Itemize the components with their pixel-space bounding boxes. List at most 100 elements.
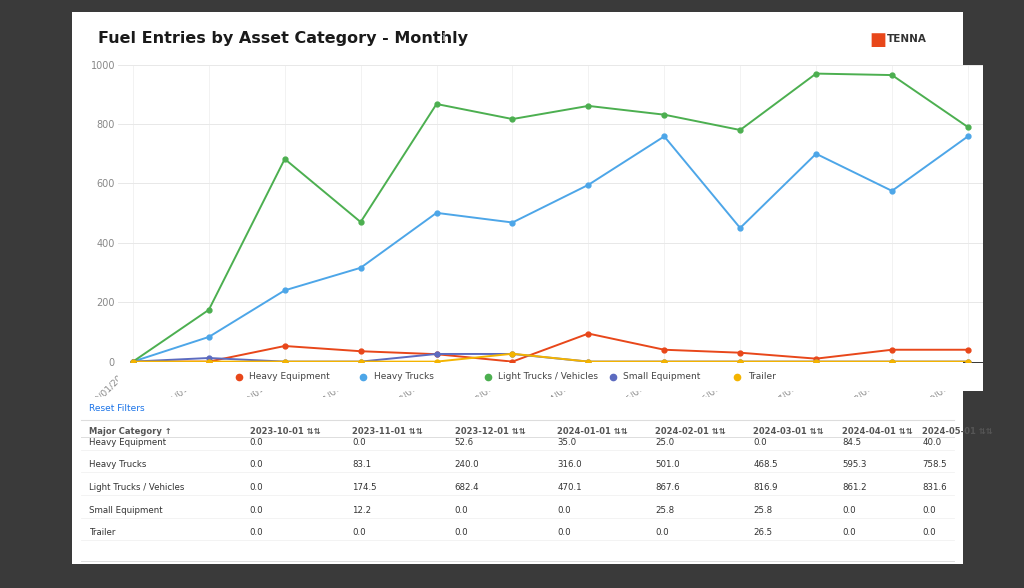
Small Equipment <box>127 358 139 365</box>
Text: 0.0: 0.0 <box>250 528 263 537</box>
Text: Heavy Trucks: Heavy Trucks <box>89 460 146 469</box>
Trailer <box>810 358 822 365</box>
Text: 2024-03-01 ⇅⇅: 2024-03-01 ⇅⇅ <box>754 427 824 436</box>
Heavy Trucks <box>203 333 215 340</box>
Text: 84.5: 84.5 <box>843 437 861 447</box>
Small Equipment <box>583 358 595 365</box>
Small Equipment <box>506 350 518 358</box>
Trailer <box>430 358 442 365</box>
Heavy Trucks <box>734 225 746 232</box>
Text: 174.5: 174.5 <box>352 483 377 492</box>
Text: 2024-02-01 ⇅⇅: 2024-02-01 ⇅⇅ <box>655 427 726 436</box>
Heavy Trucks <box>583 181 595 188</box>
Text: 0.0: 0.0 <box>923 528 936 537</box>
Text: 861.2: 861.2 <box>843 483 867 492</box>
Light Trucks / Vehicles <box>810 70 822 77</box>
Text: 52.6: 52.6 <box>455 437 474 447</box>
Text: 0.0: 0.0 <box>655 528 669 537</box>
Trailer <box>658 358 671 365</box>
Heavy Trucks <box>886 188 898 195</box>
Heavy Trucks <box>658 133 671 140</box>
Text: Heavy Equipment: Heavy Equipment <box>89 437 167 447</box>
Trailer <box>203 358 215 365</box>
Heavy Trucks <box>962 133 974 140</box>
Text: 35.0: 35.0 <box>557 437 577 447</box>
Text: TENNA: TENNA <box>887 34 927 44</box>
Heavy Equipment <box>279 342 291 349</box>
Light Trucks / Vehicles <box>734 126 746 133</box>
Small Equipment <box>734 358 746 365</box>
Text: ℹ: ℹ <box>441 33 445 43</box>
Heavy Equipment <box>203 358 215 365</box>
Text: 595.3: 595.3 <box>843 460 866 469</box>
Heavy Equipment <box>127 358 139 365</box>
Text: Light Trucks / Vehicles: Light Trucks / Vehicles <box>499 372 598 382</box>
Text: Reset Filters: Reset Filters <box>89 403 145 413</box>
Text: 867.6: 867.6 <box>655 483 680 492</box>
Small Equipment <box>658 358 671 365</box>
Text: 0.0: 0.0 <box>250 506 263 514</box>
Text: 0.0: 0.0 <box>455 528 468 537</box>
Text: 0.0: 0.0 <box>557 528 570 537</box>
Text: 240.0: 240.0 <box>455 460 479 469</box>
Text: 2024-05-01 ⇅⇅: 2024-05-01 ⇅⇅ <box>923 427 993 436</box>
Text: 12.2: 12.2 <box>352 506 372 514</box>
Text: 26.5: 26.5 <box>754 528 772 537</box>
Text: Trailer: Trailer <box>89 528 116 537</box>
Small Equipment <box>962 358 974 365</box>
Trailer <box>354 358 367 365</box>
Small Equipment <box>279 358 291 365</box>
Light Trucks / Vehicles <box>279 155 291 162</box>
Small Equipment <box>886 358 898 365</box>
Text: 0.0: 0.0 <box>250 483 263 492</box>
Heavy Trucks <box>354 264 367 271</box>
Small Equipment <box>354 358 367 365</box>
Text: 0.0: 0.0 <box>843 528 856 537</box>
Text: 758.5: 758.5 <box>923 460 947 469</box>
Trailer <box>127 358 139 365</box>
Text: 0.0: 0.0 <box>250 437 263 447</box>
Text: 316.0: 316.0 <box>557 460 582 469</box>
Heavy Trucks <box>506 219 518 226</box>
Line: Light Trucks / Vehicles: Light Trucks / Vehicles <box>130 71 971 364</box>
Text: 682.4: 682.4 <box>455 483 479 492</box>
Text: 470.1: 470.1 <box>557 483 582 492</box>
Text: 0.0: 0.0 <box>455 506 468 514</box>
Text: 2023-10-01 ⇅⇅: 2023-10-01 ⇅⇅ <box>250 427 321 436</box>
Heavy Equipment <box>583 330 595 337</box>
Trailer <box>506 350 518 358</box>
Line: Small Equipment: Small Equipment <box>130 352 971 364</box>
Text: 40.0: 40.0 <box>923 437 942 447</box>
Line: Trailer: Trailer <box>130 351 971 364</box>
Heavy Equipment <box>430 350 442 358</box>
Text: 0.0: 0.0 <box>923 506 936 514</box>
Heavy Trucks <box>430 209 442 216</box>
Text: Light Trucks / Vehicles: Light Trucks / Vehicles <box>89 483 185 492</box>
Heavy Trucks <box>810 150 822 157</box>
Heavy Equipment <box>506 358 518 365</box>
Text: Trailer: Trailer <box>748 372 775 382</box>
Light Trucks / Vehicles <box>127 358 139 365</box>
Text: ■: ■ <box>869 31 886 49</box>
Line: Heavy Equipment: Heavy Equipment <box>130 331 971 364</box>
Heavy Equipment <box>354 348 367 355</box>
Heavy Equipment <box>962 346 974 353</box>
Heavy Trucks <box>127 358 139 365</box>
Small Equipment <box>203 355 215 362</box>
Text: 0.0: 0.0 <box>754 437 767 447</box>
Heavy Equipment <box>734 349 746 356</box>
Light Trucks / Vehicles <box>354 219 367 226</box>
Text: 0.0: 0.0 <box>250 460 263 469</box>
Light Trucks / Vehicles <box>203 306 215 313</box>
Text: 0.0: 0.0 <box>352 528 366 537</box>
Text: 2024-04-01 ⇅⇅: 2024-04-01 ⇅⇅ <box>843 427 913 436</box>
Heavy Trucks <box>279 287 291 294</box>
Text: 25.8: 25.8 <box>655 506 675 514</box>
Text: 501.0: 501.0 <box>655 460 680 469</box>
Text: Small Equipment: Small Equipment <box>623 372 700 382</box>
Text: 816.9: 816.9 <box>754 483 777 492</box>
Light Trucks / Vehicles <box>658 111 671 118</box>
Heavy Equipment <box>810 355 822 362</box>
Text: 83.1: 83.1 <box>352 460 372 469</box>
Trailer <box>734 358 746 365</box>
